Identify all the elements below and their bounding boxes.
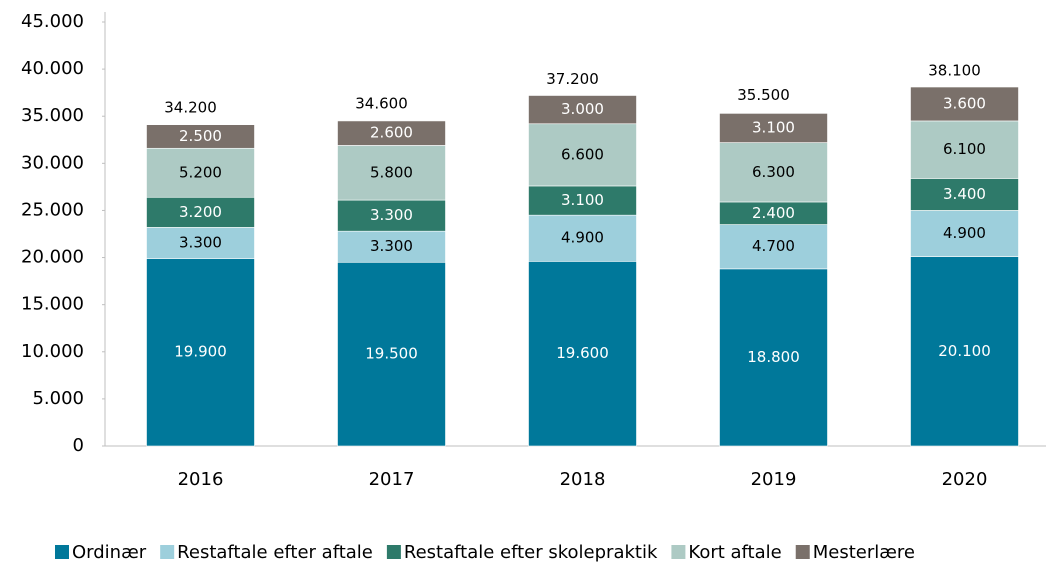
data-label: 6.100 [943, 140, 986, 158]
bar-segment [337, 230, 446, 263]
data-label: 3.400 [943, 185, 986, 203]
bar-segment [146, 258, 255, 447]
bar-segment [719, 224, 828, 270]
bar-segment [719, 113, 828, 143]
bar-segment [910, 178, 1019, 211]
bar-segment [528, 123, 637, 187]
legend-swatch [671, 545, 686, 559]
y-tick-label: 0 [73, 435, 84, 456]
data-label: 3.000 [561, 100, 604, 118]
total-label: 35.500 [737, 86, 790, 104]
legend-swatch [386, 545, 401, 559]
bar-segment [910, 86, 1019, 122]
y-tick-label: 20.000 [21, 247, 84, 268]
data-label: 18.800 [747, 348, 800, 366]
data-label: 3.600 [943, 94, 986, 112]
legend-swatch [55, 545, 69, 559]
data-label: 2.600 [370, 124, 413, 142]
bar-segment [528, 214, 637, 262]
total-label: 38.100 [928, 62, 981, 80]
data-label: 5.200 [179, 163, 222, 181]
x-tick-label: 2018 [560, 469, 606, 490]
bar-segment [528, 261, 637, 447]
y-tick-label: 35.000 [21, 105, 84, 126]
y-tick-label: 30.000 [21, 152, 84, 173]
legend-label: Ordinær [72, 542, 147, 563]
data-label: 3.100 [752, 119, 795, 137]
y-tick-label: 15.000 [21, 294, 84, 315]
bar-segment [337, 120, 446, 146]
legend-label: Kort aftale [688, 542, 781, 563]
y-tick-label: 5.000 [32, 388, 84, 409]
x-tick-label: 2020 [942, 469, 988, 490]
legend-label: Restaftale efter skolepraktik [404, 542, 658, 563]
x-tick-label: 2017 [369, 469, 415, 490]
data-label: 3.300 [370, 237, 413, 255]
y-tick-label: 10.000 [21, 341, 84, 362]
legend-label: Restaftale efter aftale [177, 542, 373, 563]
x-tick-label: 2019 [751, 469, 797, 490]
y-tick-label: 40.000 [21, 58, 84, 79]
bar-segment [528, 185, 637, 216]
data-label: 2.400 [752, 204, 795, 222]
bar-segment [910, 210, 1019, 257]
bar-segment [146, 124, 255, 149]
y-tick-label: 45.000 [21, 11, 84, 32]
data-label: 5.800 [370, 163, 413, 181]
data-label: 6.300 [752, 163, 795, 181]
bar-segment [337, 261, 446, 447]
legend-swatch [795, 545, 810, 559]
total-label: 37.200 [546, 70, 599, 88]
data-label: 4.900 [561, 229, 604, 247]
data-label: 6.600 [561, 145, 604, 163]
data-label: 3.100 [561, 191, 604, 209]
data-label: 4.700 [752, 237, 795, 255]
y-tick-label: 25.000 [21, 199, 84, 220]
data-label: 4.900 [943, 224, 986, 242]
data-label: 3.200 [179, 203, 222, 221]
x-tick-label: 2016 [178, 469, 224, 490]
bar-segment [910, 256, 1019, 447]
data-label: 3.300 [370, 206, 413, 224]
total-label: 34.600 [355, 94, 408, 112]
total-label: 34.200 [164, 98, 217, 116]
bar-segment [719, 268, 828, 447]
data-label: 2.500 [179, 127, 222, 145]
bar-segment [910, 120, 1019, 179]
data-label: 20.100 [938, 342, 991, 360]
bar-segment [528, 95, 637, 125]
data-label: 19.900 [174, 343, 227, 361]
data-label: 19.500 [365, 345, 418, 363]
bar-segment [337, 145, 446, 201]
bar-segment [719, 142, 828, 203]
legend-swatch [160, 545, 175, 559]
legend-label: Mesterlære [813, 542, 915, 563]
data-label: 19.600 [556, 344, 609, 362]
data-label: 3.300 [179, 233, 222, 251]
